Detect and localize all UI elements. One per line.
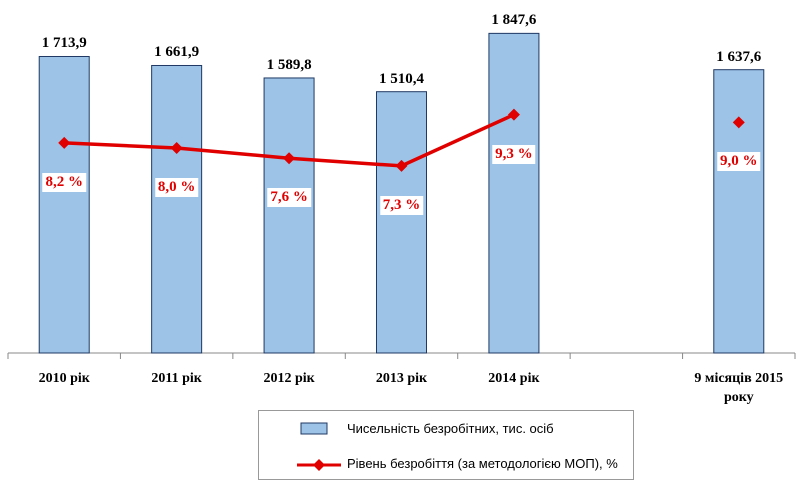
legend-key-marker <box>313 459 325 471</box>
bar-value-label: 1 713,9 <box>41 35 87 52</box>
x-tick-label: 2010 рік <box>38 371 90 386</box>
marker <box>283 152 296 165</box>
x-tick-label: 2012 рік <box>263 371 315 386</box>
legend-keys <box>297 422 341 471</box>
line-value-label: 9,3 % <box>492 144 536 164</box>
bar-value-label: 1 589,8 <box>266 56 312 73</box>
marker <box>507 108 520 121</box>
marker <box>395 159 408 172</box>
bar-value-label: 1 637,6 <box>716 48 762 65</box>
x-tick-label: 9 місяців 2015 року <box>694 371 784 405</box>
legend: Чисельність безробітних, тис. осіб Рівен… <box>258 410 634 480</box>
bar-value-label: 1 661,9 <box>154 44 200 61</box>
line-value-label: 7,3 % <box>379 195 424 215</box>
marker <box>732 116 745 129</box>
bar <box>263 77 315 354</box>
x-tick-label: 2013 рік <box>375 371 428 386</box>
marker <box>170 141 183 154</box>
line-value-label: 8,0 % <box>154 177 199 197</box>
line-value-label: 7,6 % <box>267 188 311 208</box>
legend-key-bar <box>300 422 328 435</box>
marker <box>58 136 71 149</box>
bar <box>488 32 540 354</box>
bar <box>713 69 765 354</box>
bar-value-label: 1 510,4 <box>379 70 424 87</box>
bar <box>151 64 203 354</box>
bar-value-label: 1 847,6 <box>491 12 537 29</box>
bar <box>38 55 90 354</box>
legend-label: Чисельність безробітних, тис. осіб <box>347 421 554 436</box>
line-value-label: 8,2 % <box>42 172 86 192</box>
line-value-label: 9,0 % <box>717 152 761 172</box>
legend-label: Рівень безробіття (за методологією МОП),… <box>347 456 618 471</box>
x-tick-label: 2011 рік <box>151 371 202 386</box>
bar <box>376 91 427 354</box>
x-tick-label: 2014 рік <box>488 371 540 386</box>
